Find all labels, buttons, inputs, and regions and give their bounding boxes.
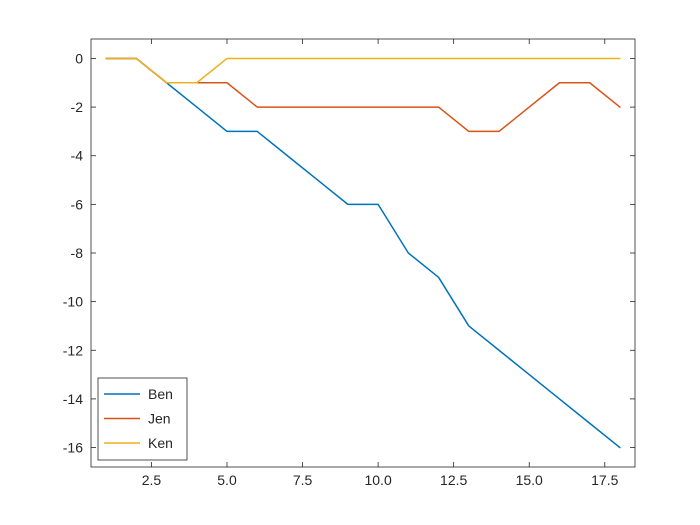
x-tick-label: 5.0: [217, 472, 237, 488]
legend: Ben Jen Ken: [97, 377, 188, 461]
series-line-ben: [105, 57, 621, 449]
y-tick-label: -8: [71, 245, 84, 261]
x-tick-label: 2.5: [142, 472, 162, 488]
y-tick-label: -10: [63, 294, 83, 310]
axes-layer: 2.5 5.0 7.5 10.0 12.5 15.0 17.5 0 -2 -4 -6 -8 -10 -12…: [63, 38, 636, 488]
y-tick-label: 0: [75, 50, 83, 66]
x-tick-label: 12.5: [440, 472, 467, 488]
series-line-ken: [105, 57, 621, 84]
legend-label-ken: Ken: [148, 435, 173, 451]
legend-label-jen: Jen: [148, 411, 171, 427]
y-tick-label: -6: [71, 196, 84, 212]
y-tick-label: -14: [63, 391, 83, 407]
x-tick-label: 17.5: [591, 472, 618, 488]
x-tick-label: 7.5: [293, 472, 313, 488]
series-layer: [105, 57, 621, 449]
y-tick-label: -12: [63, 342, 83, 358]
legend-label-ben: Ben: [148, 386, 173, 402]
x-tick-label: 10.0: [364, 472, 391, 488]
y-tick-label: -2: [71, 99, 84, 115]
y-tick-label: -16: [63, 440, 83, 456]
y-tick-label: -4: [71, 148, 84, 164]
x-tick-label: 15.0: [516, 472, 543, 488]
